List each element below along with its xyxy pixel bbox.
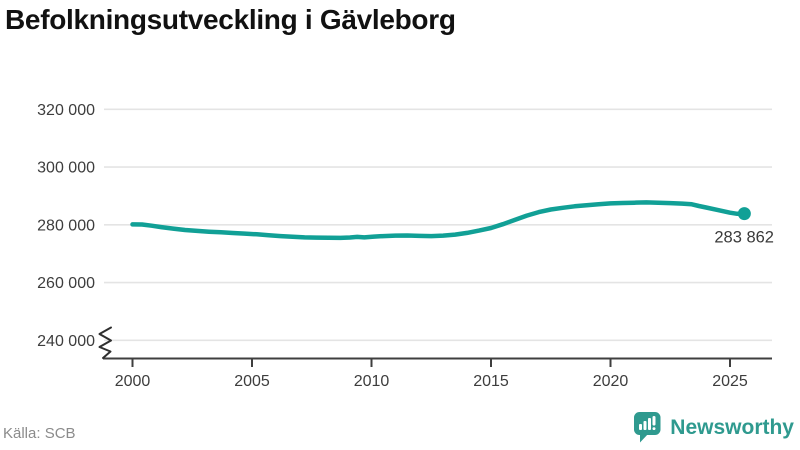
end-point-dot <box>737 207 751 221</box>
value-annotation: 283 862 <box>714 229 774 247</box>
population-series-line <box>130 200 747 241</box>
y-axis-label: 300 000 <box>37 160 95 177</box>
x-axis-label: 2005 <box>234 373 270 390</box>
y-axis-label: 260 000 <box>37 275 95 292</box>
y-axis-label: 320 000 <box>37 102 95 119</box>
page-title: Befolkningsutveckling i Gävleborg <box>5 4 456 35</box>
x-axis-label: 2025 <box>712 373 748 390</box>
y-axis-label: 240 000 <box>37 333 95 350</box>
x-axis-label: 2010 <box>354 373 390 390</box>
y-axis-label: 280 000 <box>37 217 95 234</box>
newsworthy-logo[interactable]: Newsworthy <box>633 411 794 444</box>
source-label: Källa: SCB <box>3 425 76 442</box>
newsworthy-icon <box>634 412 661 443</box>
x-axis-label: 2000 <box>115 373 151 390</box>
brand-name: Newsworthy <box>670 415 794 439</box>
axis-break-icon <box>98 326 112 359</box>
x-axis-label: 2020 <box>593 373 629 390</box>
x-axis-label: 2015 <box>473 373 509 390</box>
